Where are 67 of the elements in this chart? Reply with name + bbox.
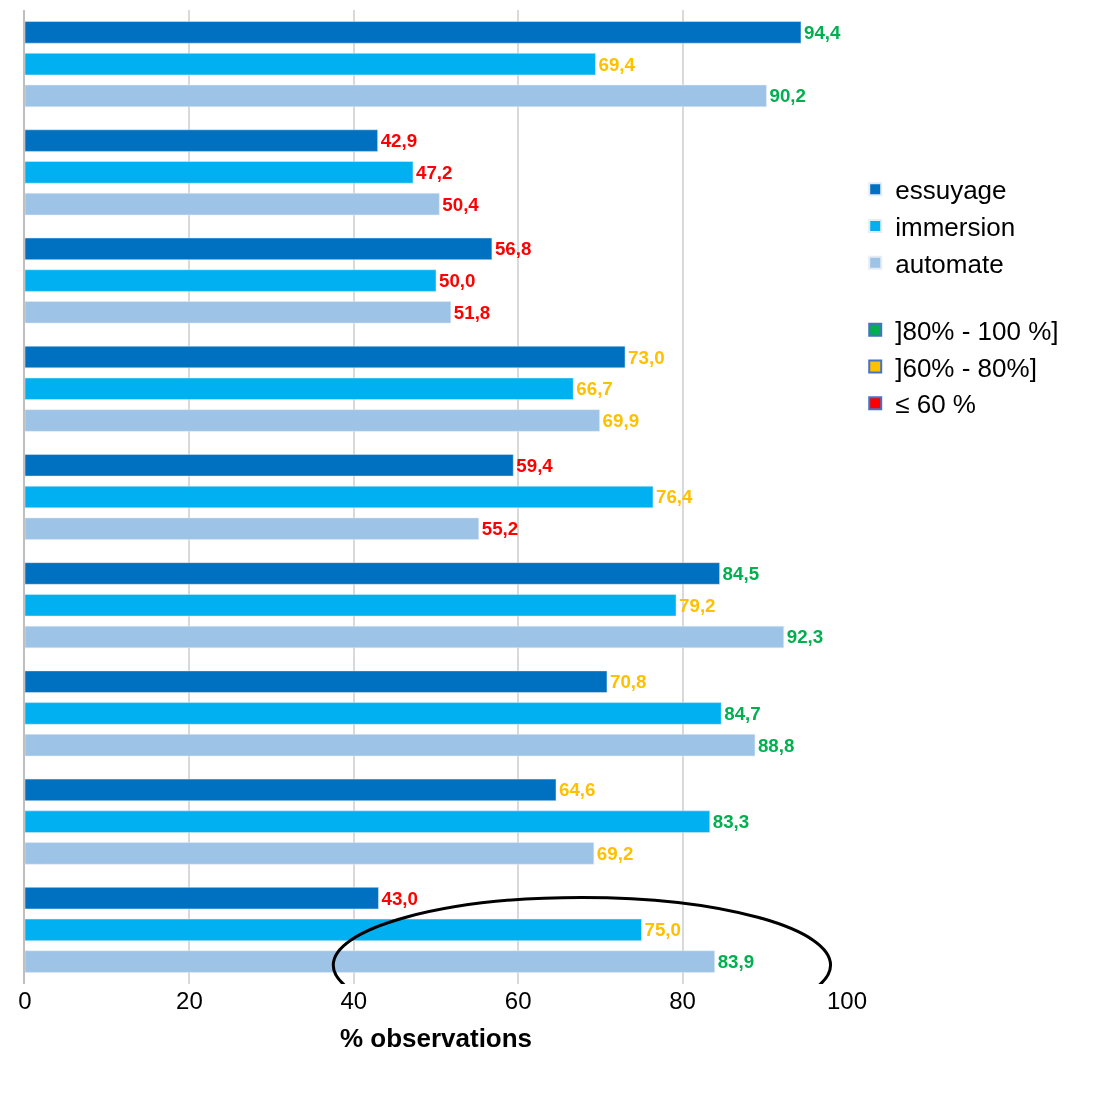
data-label: 64,6 (559, 779, 596, 801)
bar (25, 734, 756, 757)
bar (25, 670, 608, 693)
data-label: 69,4 (598, 53, 636, 75)
data-label: 50,4 (442, 193, 480, 215)
data-label: 76,4 (656, 486, 694, 508)
bar (25, 53, 596, 76)
legend-label: immersion (895, 212, 1016, 243)
data-label: 50,0 (439, 270, 476, 292)
data-label: 84,5 (722, 562, 760, 584)
bar (25, 918, 642, 941)
bar (25, 485, 654, 509)
bar (25, 301, 452, 324)
data-label: 47,2 (415, 161, 453, 183)
bar (25, 345, 626, 369)
bar (25, 842, 595, 865)
data-label: 90,2 (769, 85, 806, 107)
data-label: 56,8 (494, 238, 532, 260)
bar (25, 562, 720, 585)
data-label: 69,9 (602, 410, 640, 432)
x-tick-label: 0 (18, 987, 32, 1014)
x-tick-label: 40 (340, 987, 368, 1014)
x-tick-label: 60 (504, 987, 532, 1014)
data-label: 83,3 (712, 811, 750, 833)
data-label: 83,9 (717, 951, 755, 973)
bar (25, 594, 677, 617)
x-axis-title: % observations (339, 1022, 533, 1053)
data-label: 94,4 (803, 21, 842, 43)
bar (25, 161, 414, 184)
bar (25, 810, 710, 833)
data-label: 43,0 (381, 887, 418, 909)
bar (25, 84, 767, 107)
legend-label: essuyage (895, 175, 1007, 206)
bar (25, 129, 378, 152)
data-label: 42,9 (380, 130, 418, 152)
x-tick-label: 20 (176, 987, 203, 1014)
legend-label: automate (895, 248, 1004, 279)
x-tick-label: 80 (669, 987, 696, 1014)
data-label: 51,8 (453, 301, 491, 323)
data-label: 55,2 (481, 518, 519, 540)
data-label: 73,0 (628, 346, 665, 368)
data-label: 75,0 (644, 919, 681, 941)
x-tick-label: 100 (826, 987, 868, 1014)
bar (25, 454, 514, 477)
data-label: 70,8 (609, 671, 647, 693)
data-label: 84,7 (724, 702, 761, 724)
data-label: 88,8 (757, 734, 795, 756)
bar (25, 517, 479, 540)
legend-label: ]60% - 80%] (895, 352, 1037, 383)
data-label: 59,4 (516, 454, 554, 476)
bar (25, 269, 437, 292)
bar (25, 778, 557, 801)
bar (25, 193, 440, 216)
legend-label: ]80% - 100 %] (895, 315, 1059, 346)
data-label: 79,2 (679, 594, 716, 616)
bar (25, 21, 802, 44)
data-label: 66,7 (576, 378, 613, 400)
bar (25, 625, 784, 649)
data-label: 69,2 (596, 842, 634, 864)
data-label: 92,3 (786, 626, 824, 648)
bar (25, 409, 600, 432)
bar (25, 377, 574, 400)
legend-label: ≤ 60 % (895, 389, 976, 420)
bar (25, 237, 493, 260)
bar (25, 887, 379, 910)
bar (25, 950, 715, 973)
bar (25, 702, 722, 725)
